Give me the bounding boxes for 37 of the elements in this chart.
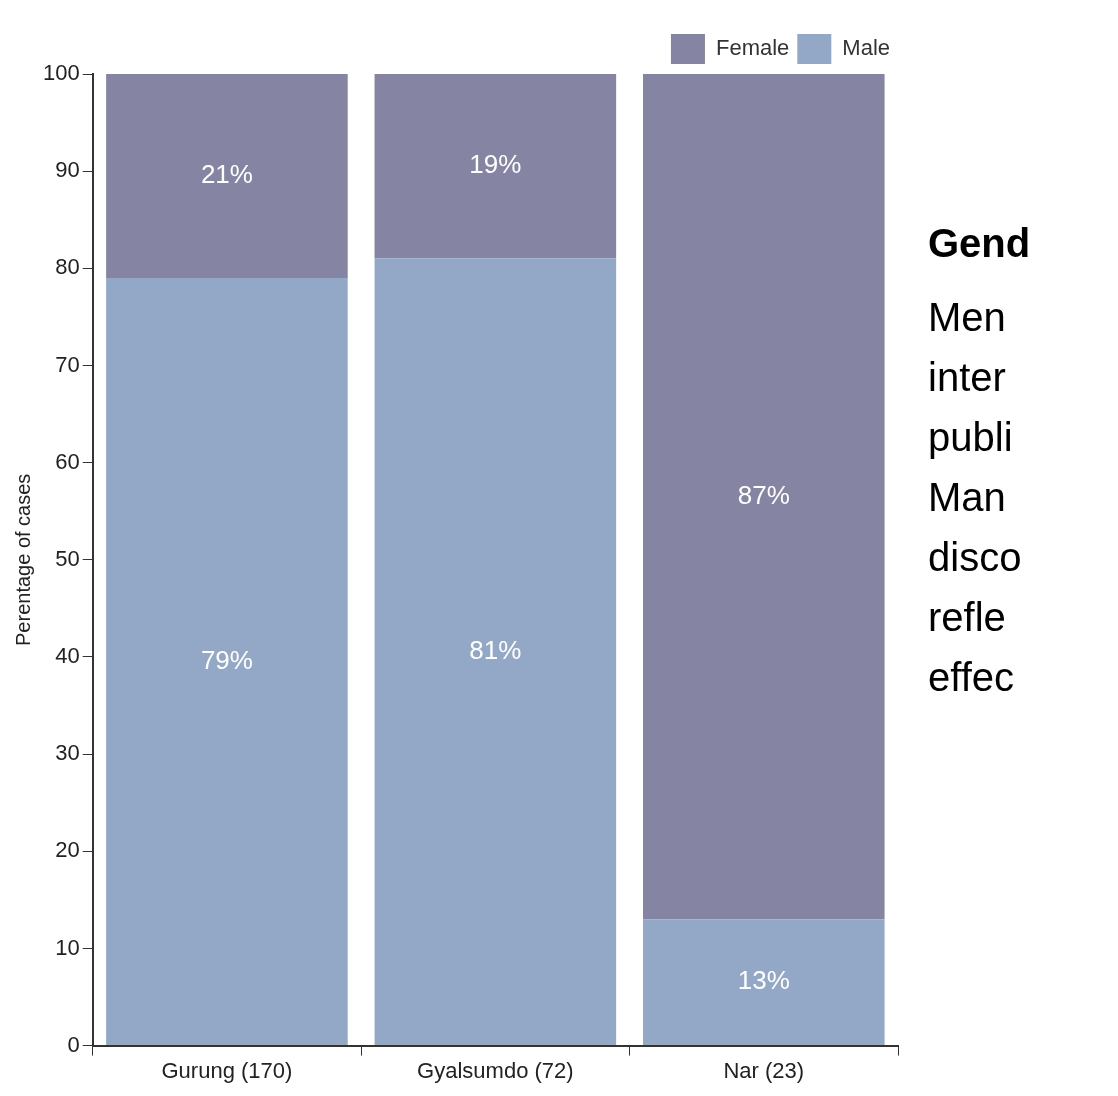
text: publi <box>928 414 1014 461</box>
data-label: 87% <box>737 479 790 510</box>
text: inter <box>928 354 1007 401</box>
data-label: 79% <box>200 644 253 675</box>
text: refle <box>928 594 1007 641</box>
y-tick-label: 10 <box>55 934 80 960</box>
y-tick-label: 30 <box>55 740 80 766</box>
text: disco <box>928 534 1023 581</box>
y-tick-label: 90 <box>55 157 80 183</box>
x-tick-label: Nar (23) <box>723 1057 805 1083</box>
bar <box>642 919 885 1046</box>
text: Gend <box>928 220 1031 267</box>
data-label: 13% <box>737 965 790 996</box>
bar <box>642 74 885 920</box>
text: Men <box>928 294 1007 341</box>
y-tick-label: 70 <box>55 351 80 377</box>
text: Man <box>928 474 1007 521</box>
bar <box>374 258 617 1046</box>
bar <box>106 74 348 279</box>
legend-label: Female <box>715 35 790 61</box>
data-label: 19% <box>469 149 522 180</box>
bar <box>374 74 617 259</box>
data-label: 81% <box>469 635 522 666</box>
y-tick-label: 40 <box>55 643 80 669</box>
data-label: 21% <box>200 159 253 190</box>
legend-label: Male <box>842 35 890 61</box>
y-tick-label: 20 <box>55 837 80 863</box>
y-axis-title: Perentage of cases <box>11 473 34 646</box>
x-tick-label: Gurung (170) <box>161 1057 293 1083</box>
y-tick-label: 60 <box>55 448 80 474</box>
y-tick-label: 80 <box>55 254 80 280</box>
y-tick-label: 0 <box>67 1031 80 1057</box>
y-tick-label: 100 <box>42 60 80 86</box>
x-tick-label: Gyalsumdo (72) <box>417 1057 574 1083</box>
y-tick-label: 50 <box>55 545 80 571</box>
text: effec <box>928 654 1015 701</box>
bar <box>106 278 348 1046</box>
